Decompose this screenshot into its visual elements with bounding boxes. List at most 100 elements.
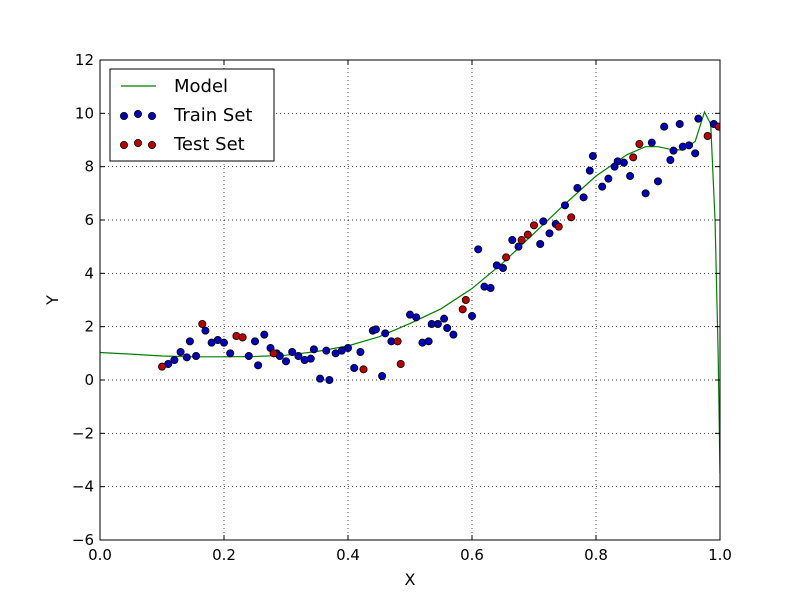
- train-set-point: [660, 122, 669, 131]
- test-set-point: [554, 222, 563, 231]
- train-set-point: [170, 355, 179, 364]
- train-set-point: [433, 319, 442, 328]
- test-set-point: [523, 230, 532, 239]
- legend-label-train-set: Train Set: [173, 105, 252, 126]
- train-set-point: [498, 263, 507, 272]
- train-set-point: [647, 138, 656, 147]
- train-set-point: [449, 330, 458, 339]
- train-set-point: [443, 323, 452, 332]
- axis-ticks: 0.0 0.2 0.4 0.6 0.8 1.0 −6 −4 −2 0 2 4 6 8 10 12: [72, 51, 732, 564]
- x-tick-label: 0.6: [460, 546, 484, 564]
- train-set-point: [619, 158, 628, 167]
- train-set-point: [585, 166, 594, 175]
- test-set-point: [458, 305, 467, 314]
- legend: Model Train Set Test Set: [109, 68, 275, 162]
- test-set-point: [530, 221, 539, 230]
- train-set-point: [309, 345, 318, 354]
- train-set-point: [514, 242, 523, 251]
- train-set-point: [185, 337, 194, 346]
- train-set-legend-dot: [133, 110, 142, 119]
- plot-frame: [99, 59, 721, 541]
- test-set-point: [714, 122, 720, 131]
- test-set-point: [359, 365, 368, 374]
- test-set-point: [198, 319, 207, 328]
- train-set-point: [254, 361, 263, 370]
- y-tick-label: 0: [84, 371, 94, 389]
- train-set-point: [641, 189, 650, 198]
- train-set-point: [486, 283, 495, 292]
- train-set-point: [669, 146, 678, 155]
- test-set-point: [396, 359, 405, 368]
- train-set-point: [561, 201, 570, 210]
- series-layer: [100, 110, 720, 474]
- train-set-point: [691, 149, 700, 158]
- train-set-legend-dot: [120, 112, 129, 121]
- train-set-point: [182, 353, 191, 362]
- train-set-point: [666, 155, 675, 164]
- y-tick-label: −6: [72, 531, 94, 549]
- train-set-point: [176, 347, 185, 356]
- train-set-point: [306, 354, 315, 363]
- test-set-point: [502, 253, 511, 262]
- test-set-point: [629, 153, 638, 162]
- y-tick-label: 6: [84, 211, 94, 229]
- train-set-point: [371, 325, 380, 334]
- legend-swatch-test-set: [120, 138, 156, 149]
- train-set-point: [694, 114, 703, 123]
- train-set-point: [381, 329, 390, 338]
- train-set-point: [573, 183, 582, 192]
- train-set-point: [192, 351, 201, 360]
- train-set-point: [536, 239, 545, 248]
- train-set-point: [325, 375, 334, 384]
- y-tick-label: 4: [84, 264, 94, 282]
- train-set-point: [378, 371, 387, 380]
- train-set-point: [219, 338, 228, 347]
- x-tick-label: 0.8: [584, 546, 608, 564]
- train-set-point: [539, 217, 548, 226]
- train-set-point: [260, 330, 269, 339]
- x-tick-label: 0.2: [212, 546, 236, 564]
- test-set-point: [238, 333, 247, 342]
- test-set-legend-dot: [147, 140, 156, 149]
- x-tick-label: 0.4: [336, 546, 360, 564]
- legend-label-model: Model: [174, 76, 228, 97]
- train-set-point: [685, 141, 694, 150]
- test-set-point: [157, 362, 166, 371]
- train-set-point: [675, 120, 684, 129]
- train-set-point: [356, 347, 365, 356]
- train-set-point: [604, 174, 613, 183]
- test-set-points: [157, 122, 720, 374]
- train-set-point: [226, 349, 235, 358]
- y-tick-label: 10: [75, 104, 94, 122]
- x-tick-label: 0.0: [88, 546, 112, 564]
- test-set-point: [461, 295, 470, 304]
- test-set-point: [635, 139, 644, 148]
- train-set-point: [281, 357, 290, 366]
- train-set-point: [508, 235, 517, 244]
- y-tick-label: 12: [75, 51, 94, 69]
- y-tick-label: −2: [72, 424, 94, 442]
- x-tick-label: 1.0: [708, 546, 732, 564]
- test-set-point: [393, 337, 402, 346]
- train-set-point: [343, 343, 352, 352]
- y-tick-label: −4: [72, 478, 94, 496]
- test-set-legend-dot: [133, 138, 142, 147]
- train-set-point: [322, 346, 331, 355]
- train-set-point: [545, 229, 554, 238]
- train-set-point: [412, 313, 421, 322]
- train-set-point: [294, 351, 303, 360]
- train-set-point: [201, 326, 210, 335]
- train-set-point: [316, 374, 325, 383]
- y-tick-label: 2: [84, 318, 94, 336]
- test-set-point: [703, 131, 712, 140]
- train-set-point: [474, 245, 483, 254]
- legend-swatch-train-set: [120, 110, 156, 121]
- train-set-point: [244, 351, 253, 360]
- train-set-point: [579, 193, 588, 202]
- train-set-point: [288, 347, 297, 356]
- x-axis-title: X: [405, 570, 416, 589]
- test-set-legend-dot: [120, 140, 129, 149]
- y-tick-label: 8: [84, 158, 94, 176]
- train-set-point: [350, 363, 359, 372]
